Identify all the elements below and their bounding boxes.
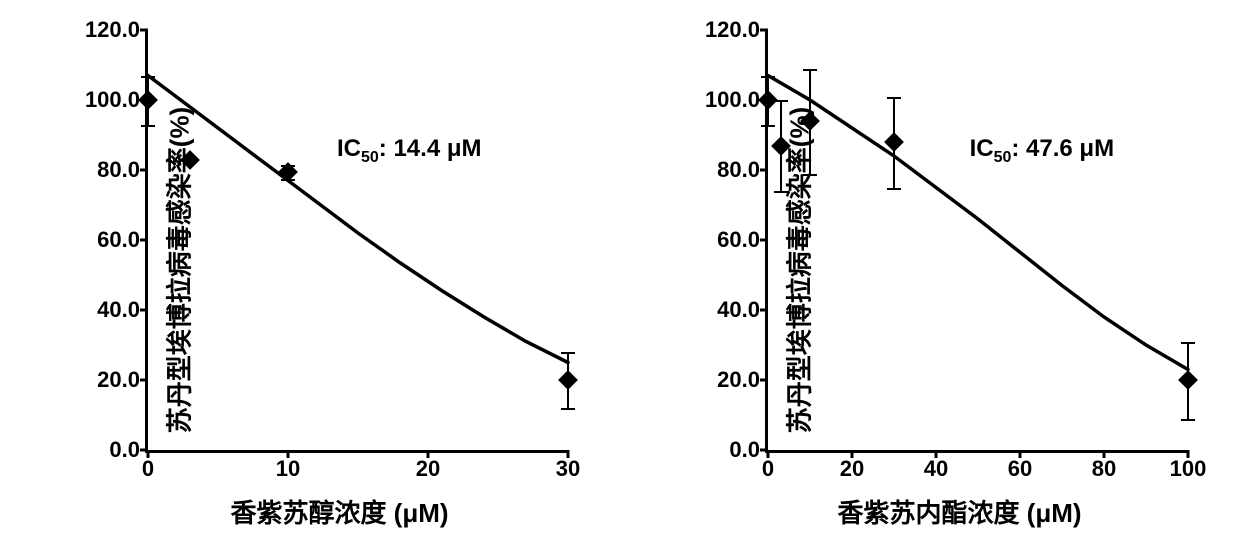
error-cap bbox=[774, 191, 788, 193]
y-tick-label: 20.0 bbox=[97, 367, 148, 393]
chart-panel-right: 苏丹型埃博拉病毒感染率(%) 0.020.040.060.080.0100.01… bbox=[635, 10, 1225, 530]
x-tick-label: 20 bbox=[416, 450, 440, 482]
x-tick-label: 20 bbox=[840, 450, 864, 482]
error-cap bbox=[803, 69, 817, 71]
x-tick-label: 10 bbox=[276, 450, 300, 482]
ic50-label: IC50: 47.6 μM bbox=[970, 135, 1115, 167]
ic50-label: IC50: 14.4 μM bbox=[337, 135, 482, 167]
error-cap bbox=[887, 97, 901, 99]
figure-container: 苏丹型埃博拉病毒感染率(%) 0.020.040.060.080.0100.01… bbox=[0, 0, 1240, 540]
x-tick-label: 80 bbox=[1092, 450, 1116, 482]
x-tick-label: 30 bbox=[556, 450, 580, 482]
error-cap bbox=[761, 76, 775, 78]
error-cap bbox=[141, 125, 155, 127]
x-tick-label: 40 bbox=[924, 450, 948, 482]
error-cap bbox=[803, 174, 817, 176]
fit-curve bbox=[148, 30, 568, 450]
x-axis-label: 香紫苏醇浓度 (μM) bbox=[230, 493, 448, 530]
error-cap bbox=[774, 100, 788, 102]
fit-curve bbox=[768, 30, 1188, 450]
y-tick-label: 120.0 bbox=[85, 17, 148, 43]
x-tick-label: 100 bbox=[1170, 450, 1207, 482]
error-cap bbox=[761, 125, 775, 127]
x-tick-label: 60 bbox=[1008, 450, 1032, 482]
chart-panel-left: 苏丹型埃博拉病毒感染率(%) 0.020.040.060.080.0100.01… bbox=[15, 10, 605, 530]
x-tick-label: 0 bbox=[762, 450, 774, 482]
error-cap bbox=[887, 188, 901, 190]
error-cap bbox=[1181, 419, 1195, 421]
y-tick-label: 80.0 bbox=[97, 157, 148, 183]
x-tick-label: 0 bbox=[142, 450, 154, 482]
error-cap bbox=[141, 76, 155, 78]
plot-area: 0.020.040.060.080.0100.0120.002040608010… bbox=[765, 30, 1188, 453]
error-cap bbox=[1181, 342, 1195, 344]
y-tick-label: 120.0 bbox=[705, 17, 768, 43]
error-cap bbox=[561, 408, 575, 410]
y-tick-label: 40.0 bbox=[97, 297, 148, 323]
error-cap bbox=[561, 352, 575, 354]
y-tick-label: 20.0 bbox=[717, 367, 768, 393]
y-tick-label: 60.0 bbox=[97, 227, 148, 253]
x-axis-label: 香紫苏内酯浓度 (μM) bbox=[837, 493, 1081, 530]
y-tick-label: 80.0 bbox=[717, 157, 768, 183]
y-tick-label: 60.0 bbox=[717, 227, 768, 253]
y-tick-label: 40.0 bbox=[717, 297, 768, 323]
plot-area: 0.020.040.060.080.0100.0120.00102030IC50… bbox=[145, 30, 568, 453]
